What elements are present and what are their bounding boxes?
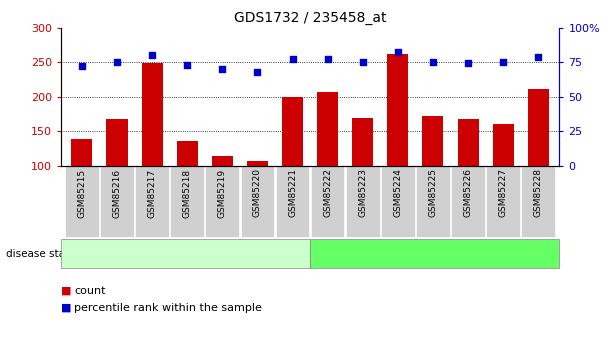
Bar [458,119,478,235]
Bar [352,118,373,235]
Bar [311,166,345,237]
Bar [177,141,198,235]
Bar [492,124,514,235]
Point [393,50,402,55]
Bar [212,156,233,235]
Bar [522,166,555,237]
Point [218,66,227,72]
Point [182,62,192,68]
Point [358,59,368,65]
Text: percentile rank within the sample: percentile rank within the sample [74,303,262,313]
Bar [346,166,379,237]
Bar [142,63,162,235]
Point [252,69,262,75]
Point [288,57,297,62]
Title: GDS1732 / 235458_at: GDS1732 / 235458_at [234,11,386,25]
Bar [486,166,520,237]
Bar [206,166,239,237]
Point [323,57,333,62]
Bar [387,54,409,235]
Text: ■: ■ [61,286,71,296]
Text: disease state ▶: disease state ▶ [6,249,87,259]
Point [463,61,473,66]
Point [112,59,122,65]
Text: count: count [74,286,106,296]
Text: normal: normal [166,249,205,259]
Bar [247,161,268,235]
Bar [241,166,274,237]
Point [499,59,508,65]
Bar [451,166,485,237]
Bar [100,166,134,237]
Bar [135,166,169,237]
Text: papillary thyroid cancer: papillary thyroid cancer [368,249,501,259]
Bar [381,166,415,237]
Bar [275,166,309,237]
Bar [317,92,338,235]
Point [533,54,543,59]
Bar [65,166,98,237]
Text: ■: ■ [61,303,71,313]
Point [147,52,157,58]
Bar [416,166,450,237]
Bar [528,89,549,235]
Point [428,59,438,65]
Bar [106,119,128,235]
Bar [423,116,443,235]
Point [77,63,87,69]
Bar [71,139,92,235]
Bar [282,97,303,235]
Bar [170,166,204,237]
